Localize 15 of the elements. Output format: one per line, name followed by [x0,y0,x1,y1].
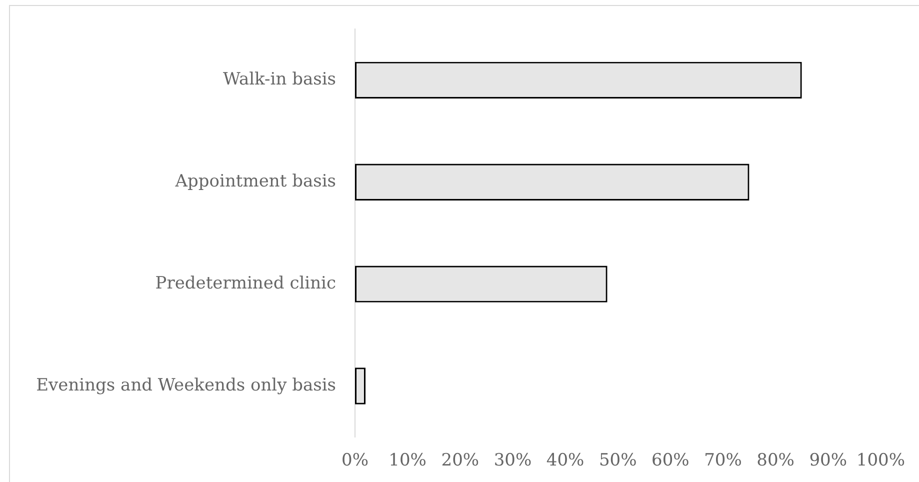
x-tick-label: 50% [598,450,637,471]
x-tick-label: 10% [388,450,426,471]
x-tick-label: 40% [546,450,584,471]
x-tick-label: 100% [856,450,906,471]
x-tick-label: 20% [441,450,480,471]
y-tick-label: Appointment basis [174,172,336,192]
y-tick-label: Predetermined clinic [155,273,336,294]
x-tick-label: 80% [756,450,794,471]
x-tick-label: 90% [809,450,848,471]
y-tick-label: Evenings and Weekends only basis [36,375,336,396]
y-tick-label: Walk-in basis [222,70,336,90]
x-tick-label: 70% [704,450,742,471]
x-tick-label: 60% [652,450,690,471]
x-tick-label: 30% [494,450,532,471]
x-tick-label: 0% [342,450,368,471]
